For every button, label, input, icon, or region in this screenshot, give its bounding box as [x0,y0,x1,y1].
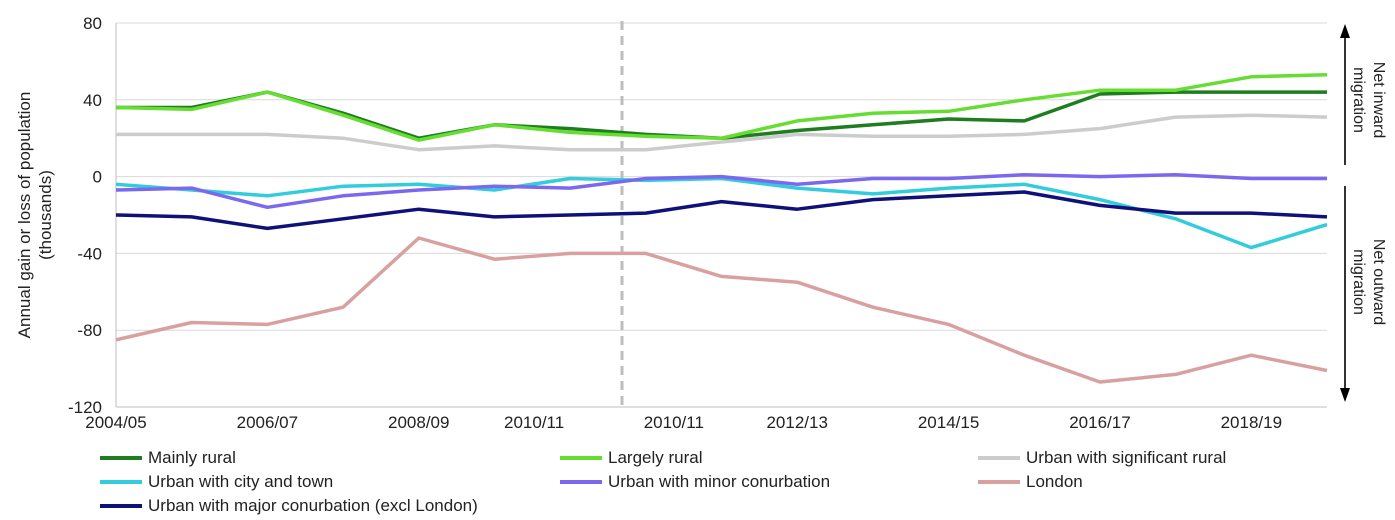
legend-item: Urban with major conurbation (excl Londo… [100,494,478,518]
x-tick-label: 2018/19 [1221,413,1282,432]
series-line-0 [116,90,1327,140]
series-line-2 [116,113,1328,152]
y-tick-label: -80 [77,321,102,340]
y-axis-label-line1: Annual gain or loss of population [15,92,34,339]
x-tick-label: 2010/11 [504,413,564,432]
x-tick-labels: 2004/05 2006/07 2008/09 2010/11 2010/11 2012/… [85,413,1282,432]
x-tick-label: 2010/11 [644,413,704,432]
legend-item: Mainly rural [100,446,236,470]
legend-label: London [1026,472,1083,491]
legend-swatch [560,456,602,460]
gridlines [115,22,1327,408]
y-tick-label: 80 [83,14,102,33]
migration-side-annotations: Net inwardmigration Net outwardmigration [1340,24,1387,402]
y-axis-label: Annual gain or loss of population (thousa… [15,92,55,339]
legend-swatch [560,480,602,484]
y-tick-label: -40 [77,244,102,263]
legend-label: Urban with minor conurbation [608,472,831,491]
legend-swatch [100,504,142,508]
series-lines [115,73,1328,384]
series-line-6 [115,190,1328,231]
legend-swatch [100,456,142,460]
inward-arrow-head [1340,24,1350,38]
y-axis-label-line2: (thousands) [36,170,55,260]
x-tick-label: 2008/09 [388,413,449,432]
legend-label: Urban with major conurbation (excl Londo… [148,496,478,515]
series-line-3 [115,176,1328,250]
series-line-5 [115,236,1328,384]
legend-swatch [978,480,1020,484]
legend-swatch [100,480,142,484]
line-chart: 80 40 0 -40 -80 -120 2004/05 2006/07 2008/09 201… [15,14,1387,432]
y-tick-label: 0 [93,168,102,187]
legend-label: Urban with city and town [148,472,334,491]
legend-item: Urban with significant rural [978,446,1226,470]
legend-item: London [978,470,1083,494]
net-outward-migration-label: Net outwardmigration [1350,239,1387,325]
x-tick-label: 2012/13 [766,413,827,432]
legend-item: Urban with city and town [100,470,333,494]
x-tick-label: 2004/05 [85,413,146,432]
legend-label: Largely rural [608,448,703,467]
legend-label: Urban with significant rural [1026,448,1227,467]
outward-arrow-head [1340,388,1350,402]
net-inward-migration-label: Net inwardmigration [1350,62,1387,138]
x-tick-label: 2014/15 [918,413,979,432]
y-tick-label: 40 [83,91,102,110]
chart-legend: Mainly rural Largely rural Urban with sign… [100,446,1390,520]
x-tick-label: 2006/07 [237,413,298,432]
legend-item: Largely rural [560,446,703,470]
y-tick-labels: 80 40 0 -40 -80 -120 [68,14,102,417]
x-tick-label: 2016/17 [1069,413,1130,432]
legend-swatch [978,456,1020,460]
legend-label: Mainly rural [148,448,236,467]
y-tick-label: -120 [68,398,102,417]
legend-item: Urban with minor conurbation [560,470,830,494]
series-line-1 [115,73,1328,142]
series-line-4 [115,172,1327,210]
